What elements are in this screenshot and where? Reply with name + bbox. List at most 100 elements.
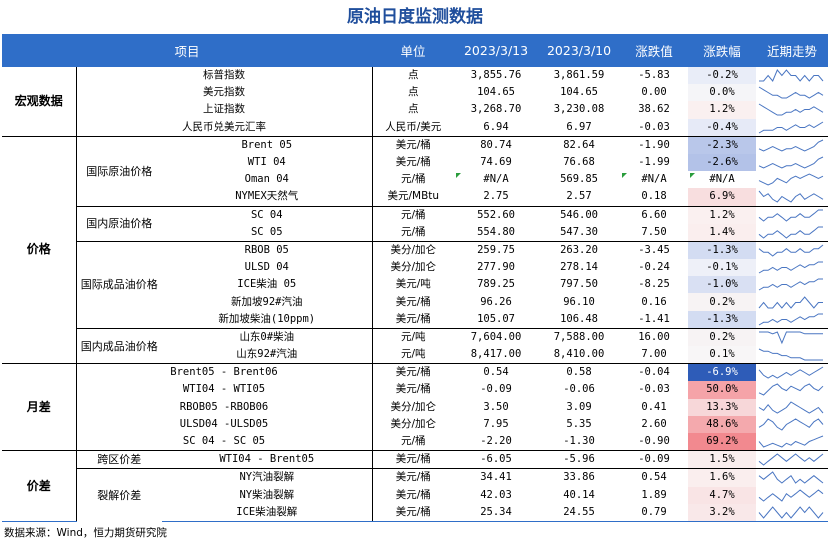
value-date2: 547.30 [560,225,598,238]
change-value: 0.54 [620,468,689,487]
change-value: 7.50 [641,225,667,238]
change-pct: 1.2% [688,205,757,224]
value-date2: 106.48 [560,312,598,325]
change-value: -0.24 [638,261,670,274]
table-row: WTI04 - WTI05 美元/桶 -0.09 -0.06 -0.03 50.0% [2,381,828,399]
header-row: 项目 单位 2023/3/13 2023/3/10 涨跌值 涨跌幅 近期走势 [2,34,829,67]
trend-sparkline [756,503,829,522]
item-name: 山东0#柴油 [162,327,373,346]
change-value: -1.99 [638,156,670,169]
unit-cell: 人民币/美元 [371,118,455,137]
trend-sparkline [756,224,828,242]
data-source-note: 数据来源：Wind，恒力期货研究院 [4,527,167,539]
header-date2: 2023/3/10 [538,34,621,67]
trend-sparkline [756,135,829,154]
category-label: 价差 [2,450,77,522]
value-date2: 263.20 [538,240,621,260]
item-name: NY汽油裂解 [162,468,373,487]
change-value: -1.41 [638,312,670,325]
table-row: ULSD 04 美分/加仑 277.90 278.14 -0.24 -0.1% [2,259,828,277]
trend-sparkline [756,381,828,398]
value-date2: -0.06 [563,383,595,396]
value-date1: 554.80 [477,225,515,238]
change-value: 0.41 [641,400,667,413]
change-pct: 1.5% [688,450,757,469]
value-date1: -2.20 [480,435,512,448]
unit-cell: 元/桶 [371,432,455,451]
unit-cell: 点 [371,84,455,102]
value-date2: 3,230.08 [553,103,605,116]
trend-sparkline [756,276,828,293]
change-pct: 3.2% [688,503,757,522]
value-date1: 3,855.76 [470,69,522,82]
unit-cell: 元/桶 [371,205,455,224]
monitor-table: 项目 单位 2023/3/13 2023/3/10 涨跌值 涨跌幅 近期走势 宏… [2,34,829,522]
trend-sparkline [756,468,829,487]
change-value: 0.16 [641,295,667,308]
trend-sparkline [756,311,828,329]
trend-sparkline [756,363,829,382]
value-date1: 2.75 [483,190,509,203]
table-row: 人民币兑美元汇率 人民币/美元 6.94 6.97 -0.03 -0.4% [2,118,828,137]
trend-sparkline [756,433,828,451]
table-row: 宏观数据 标普指数点 3,855.76 3,861.59 -5.83 -0.2% [2,67,828,137]
value-date1: 105.07 [477,312,515,325]
table-row: 美元指数 点 104.65 104.65 0.00 0.0% [2,84,828,102]
change-pct: 0.2% [688,293,757,311]
value-date2: 40.14 [563,488,595,501]
item-name: ICE柴油裂解 [162,503,373,522]
trend-sparkline [756,416,828,433]
change-value: -0.03 [638,383,670,396]
subgroup-label: 国际成品油价格 [76,240,162,329]
unit-cell: 美分/加仑 [371,240,455,260]
change-value: -0.04 [620,363,689,382]
table-row: 裂解价差 NY汽油裂解 美元/桶 34.41 33.86 0.54 1.6% [2,468,829,522]
table-row: 月差 Brent05 - Brent06 美元/桶 0.54 0.58 -0.04 -6.9… [2,363,829,451]
change-pct: -0.1% [688,259,757,277]
table-row: 价差 跨区价差 WTI04 - Brent05 美元/桶 -6.05 -5.96 -0.09… [2,450,829,522]
table-row: Oman 04 元/桶 #N/A 569.85 #N/A #N/A [2,171,828,189]
value-date2: -5.96 [538,450,621,469]
change-value: -5.83 [638,69,670,82]
change-value: -1.90 [620,135,689,154]
change-value: -0.03 [638,120,670,133]
trend-sparkline [756,119,828,137]
value-date1: 104.65 [477,86,515,99]
unit-cell: 元/桶 [371,171,455,189]
unit-cell: 美元/吨 [371,276,455,294]
unit-cell: 点 [371,67,455,85]
trend-sparkline [756,399,828,416]
item-name: Brent05 - Brent06 [76,363,373,382]
item-name: 山东92#汽油 [236,348,298,361]
table-row: WTI 04 美元/桶 74.69 76.68 -1.99 -2.6% [2,153,828,172]
change-value: -0.09 [620,450,689,469]
table-row: ULSD04 -ULSD05 美分/加仑 7.95 5.35 2.60 48.6% [2,415,828,433]
table-row: 国内原油价格 SC 04 元/桶 552.60 546.00 6.60 1.2% [2,205,829,242]
trend-sparkline [756,293,828,310]
value-date1: 259.75 [454,240,539,260]
table-row: 国内成品油价格 山东0#柴油 元/吨 7,604.00 7,588.00 16.00 0.2… [2,327,829,364]
item-name: 上证指数 [203,103,246,116]
unit-cell: 美分/加仑 [371,415,455,433]
unit-cell: 美元/桶 [371,293,455,311]
change-value: 0.00 [641,86,667,99]
item-name: WTI 04 [247,156,286,169]
value-date2: 8,410.00 [553,348,605,361]
category-label: 宏观数据 [2,67,77,137]
trend-sparkline [756,240,829,260]
trend-sparkline [756,259,828,276]
value-date2: 278.14 [560,261,598,274]
change-value: 7.00 [641,348,667,361]
unit-cell: 元/吨 [371,327,455,346]
item-name: 新加坡柴油(10ppm) [218,312,316,325]
change-value: 0.18 [641,190,667,203]
subgroup-label: 国际原油价格 [76,135,162,206]
change-value: #N/A [620,171,688,188]
value-date2: 104.65 [560,86,598,99]
change-pct: -1.3% [688,240,757,260]
value-date1: 0.54 [454,363,539,382]
value-date1: #N/A [454,171,538,188]
change-value: 16.00 [620,327,689,346]
change-pct: 1.4% [688,223,757,242]
change-pct: 6.9% [688,188,757,206]
